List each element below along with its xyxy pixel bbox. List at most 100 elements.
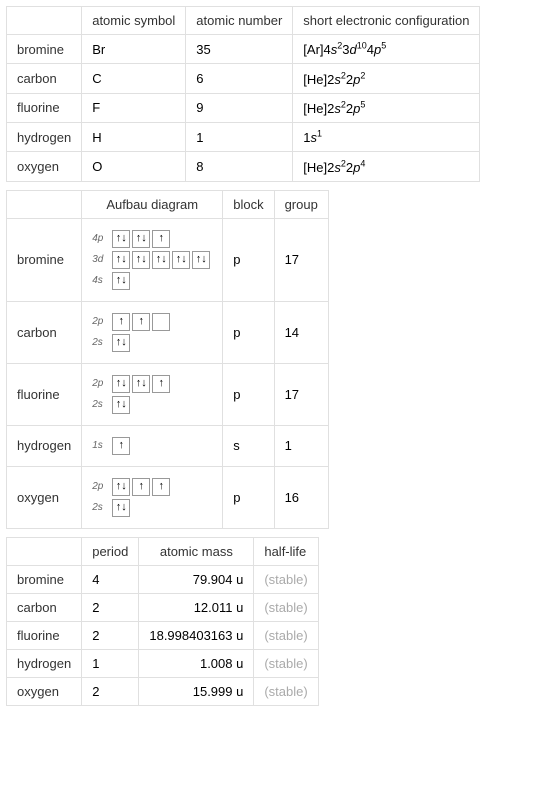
atomic-mass: 18.998403163 u (139, 621, 254, 649)
orbital-row: 1s↑ (92, 437, 212, 455)
orbital-label: 2p (92, 481, 108, 492)
block: p (223, 363, 274, 425)
orbital-box: ↑↓ (112, 230, 130, 248)
atomic-number: 35 (186, 35, 293, 64)
table-row: oxygen215.999 u(stable) (7, 677, 319, 705)
orbital-box: ↑ (132, 313, 150, 331)
orbital-box: ↑↓ (112, 272, 130, 290)
table-mass: period atomic mass half-life bromine479.… (6, 537, 319, 706)
orbital-box: ↑↓ (192, 251, 210, 269)
element-label: oxygen (7, 677, 82, 705)
orbital-box: ↑↓ (132, 375, 150, 393)
header-mass: atomic mass (139, 537, 254, 565)
table-row: oxygenO8[He]2s22p4 (7, 152, 480, 181)
header-blank (7, 7, 82, 35)
half-life: (stable) (254, 565, 318, 593)
electron-config: [He]2s22p2 (303, 72, 365, 87)
aufbau-cell: 2p↑↓↑↑2s↑↓ (82, 466, 223, 528)
aufbau-cell: 2p↑↓↑↓↑2s↑↓ (82, 363, 223, 425)
config-cell: [He]2s22p5 (293, 93, 480, 122)
table-row: hydrogenH11s1 (7, 122, 480, 151)
orbital-label: 2s (92, 337, 108, 348)
header-aufbau: Aufbau diagram (82, 190, 223, 218)
table-row: hydrogen11.008 u(stable) (7, 649, 319, 677)
electron-config: [He]2s22p5 (303, 101, 365, 116)
group: 14 (274, 301, 328, 363)
electron-config: 1s1 (303, 130, 322, 145)
orbital-box: ↑ (152, 478, 170, 496)
aufbau-cell: 1s↑ (82, 425, 223, 466)
table-row: bromineBr35[Ar]4s23d104p5 (7, 35, 480, 64)
group: 17 (274, 363, 328, 425)
orbital-row: 2s ↑↓ (92, 334, 212, 352)
element-label: carbon (7, 64, 82, 93)
orbital-box: ↑↓ (112, 499, 130, 517)
atomic-symbol: C (82, 64, 186, 93)
atomic-mass: 79.904 u (139, 565, 254, 593)
orbital-box: ↑↓ (112, 251, 130, 269)
header-number: atomic number (186, 7, 293, 35)
orbital-box (152, 313, 170, 331)
orbital-box: ↑ (112, 313, 130, 331)
orbital-row: 2p↑↓↑↑ (92, 478, 212, 496)
half-life: (stable) (254, 593, 318, 621)
group: 16 (274, 466, 328, 528)
group: 17 (274, 218, 328, 301)
atomic-number: 8 (186, 152, 293, 181)
orbital-row: 2p↑↓↑↓↑ (92, 375, 212, 393)
atomic-number: 9 (186, 93, 293, 122)
aufbau-diagram: 2p↑↓↑↓↑2s↑↓ (92, 375, 212, 414)
orbital-row: 4s↑↓ (92, 272, 212, 290)
table-atomic-basic: atomic symbol atomic number short electr… (6, 6, 480, 182)
orbital-row: 2s↑↓ (92, 396, 212, 414)
orbital-row: 3d↑↓↑↓↑↓↑↓↑↓ (92, 251, 212, 269)
element-label: fluorine (7, 363, 82, 425)
period: 2 (82, 677, 139, 705)
half-life: (stable) (254, 621, 318, 649)
header-group: group (274, 190, 328, 218)
config-cell: [Ar]4s23d104p5 (293, 35, 480, 64)
table-row: fluorine2p↑↓↑↓↑2s↑↓p17 (7, 363, 329, 425)
config-cell: [He]2s22p4 (293, 152, 480, 181)
table-row: fluorineF9[He]2s22p5 (7, 93, 480, 122)
orbital-box: ↑ (132, 478, 150, 496)
atomic-mass: 12.011 u (139, 593, 254, 621)
orbital-row: 2s ↑↓ (92, 499, 212, 517)
half-life: (stable) (254, 649, 318, 677)
table-row: carbon2p↑↑2s↑↓p14 (7, 301, 329, 363)
orbital-label: 2p (92, 378, 108, 389)
atomic-mass: 1.008 u (139, 649, 254, 677)
orbital-box: ↑↓ (132, 230, 150, 248)
header-halflife: half-life (254, 537, 318, 565)
atomic-symbol: O (82, 152, 186, 181)
atomic-number: 1 (186, 122, 293, 151)
orbital-box: ↑ (152, 375, 170, 393)
orbital-box: ↑↓ (112, 396, 130, 414)
element-label: bromine (7, 35, 82, 64)
atomic-symbol: H (82, 122, 186, 151)
atomic-symbol: Br (82, 35, 186, 64)
table-row: bromine4p↑↓↑↓↑3d↑↓↑↓↑↓↑↓↑↓4s↑↓p17 (7, 218, 329, 301)
aufbau-diagram: 2p↑↑ 2s ↑↓ (92, 313, 212, 352)
block: p (223, 218, 274, 301)
atomic-number: 6 (186, 64, 293, 93)
header-period: period (82, 537, 139, 565)
orbital-box: ↑ (152, 230, 170, 248)
table-row: oxygen2p↑↓↑↑2s↑↓p16 (7, 466, 329, 528)
period: 4 (82, 565, 139, 593)
block: p (223, 301, 274, 363)
aufbau-cell: 4p↑↓↑↓↑3d↑↓↑↓↑↓↑↓↑↓4s↑↓ (82, 218, 223, 301)
orbital-box: ↑↓ (112, 334, 130, 352)
header-blank (7, 190, 82, 218)
table-row: carbonC6 [He]2s22p2 (7, 64, 480, 93)
group: 1 (274, 425, 328, 466)
orbital-row: 2p↑↑ (92, 313, 212, 331)
orbital-label: 4p (92, 233, 108, 244)
element-label: carbon (7, 593, 82, 621)
element-label: oxygen (7, 152, 82, 181)
half-life: (stable) (254, 677, 318, 705)
element-label: hydrogen (7, 425, 82, 466)
orbital-label: 2s (92, 502, 108, 513)
period: 2 (82, 621, 139, 649)
orbital-label: 3d (92, 254, 108, 265)
